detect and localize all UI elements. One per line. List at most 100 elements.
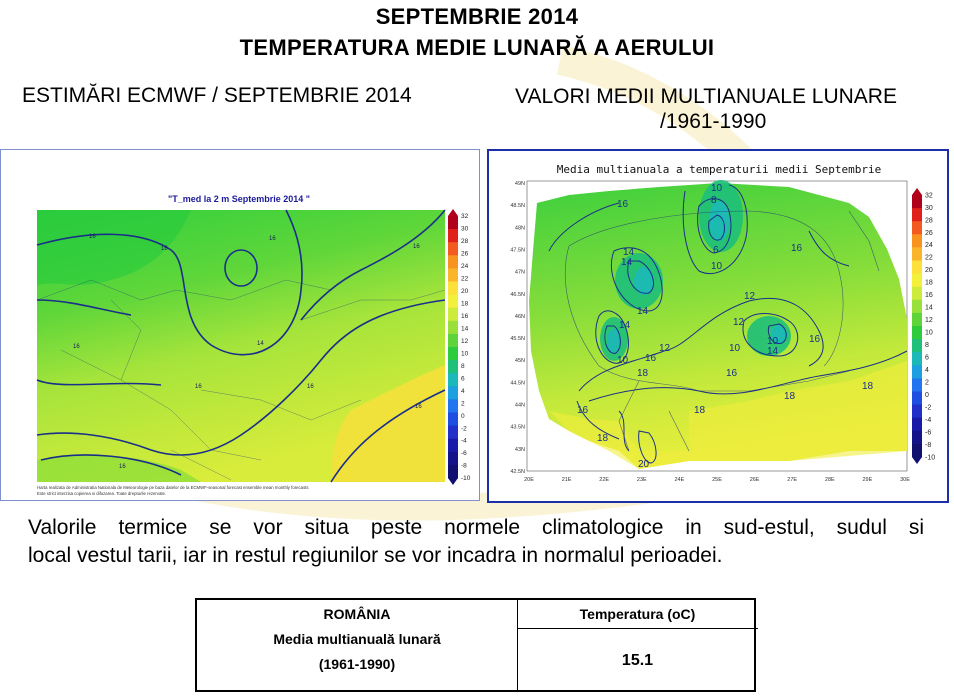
climatology-table: ROMÂNIA Media multianuală lunară (1961-1… bbox=[195, 598, 758, 692]
left-colorbar-tick: 16 bbox=[461, 313, 469, 320]
contour-label: 16 bbox=[809, 334, 821, 345]
y-tick-label: 44.5N bbox=[510, 380, 525, 386]
x-tick-label: 21E bbox=[562, 477, 572, 483]
y-tick-label: 46.5N bbox=[510, 292, 525, 298]
right-colorbar-tick: 20 bbox=[925, 267, 933, 274]
forecast-paragraph: Valorile termice se vor situa peste norm… bbox=[28, 514, 924, 570]
x-tick-label: 20E bbox=[524, 477, 534, 483]
left-colorbar-swatch bbox=[448, 412, 458, 426]
table-country: ROMÂNIA bbox=[323, 606, 391, 622]
x-tick-label: 30E bbox=[900, 477, 910, 483]
right-colorbar-tick: 22 bbox=[925, 255, 933, 262]
left-colorbar-swatch bbox=[448, 307, 458, 322]
right-colorbar-tick: 4 bbox=[925, 367, 929, 374]
left-colorbar-tick: 28 bbox=[461, 238, 469, 245]
contour-label: 20 bbox=[638, 459, 650, 470]
left-colorbar-tick: 26 bbox=[461, 251, 469, 258]
x-tick-label: 27E bbox=[787, 477, 797, 483]
y-tick-label: 47.5N bbox=[510, 247, 525, 253]
left-colorbar-swatch bbox=[448, 373, 458, 387]
table-row-label: Media multianuală lunară bbox=[273, 631, 441, 647]
contour-label: 16 bbox=[161, 246, 168, 252]
right-colorbar-swatch bbox=[912, 299, 922, 314]
right-map-caption-line1: VALORI MEDII MULTIANUALE LUNARE bbox=[515, 85, 897, 108]
right-colorbar-swatch bbox=[912, 312, 922, 327]
left-colorbar-tick: 14 bbox=[461, 325, 469, 332]
right-map-contours bbox=[548, 184, 908, 464]
contour-label: 16 bbox=[119, 464, 126, 470]
contour-label: 18 bbox=[597, 433, 609, 444]
x-tick-label: 22E bbox=[599, 477, 609, 483]
contour-label: 6 bbox=[713, 245, 719, 256]
left-colorbar-tick: 10 bbox=[461, 350, 469, 357]
contour-label: 16 bbox=[89, 234, 96, 240]
right-map-caption-line2: /1961-1990 bbox=[660, 110, 767, 133]
right-colorbar-tick: 12 bbox=[925, 317, 933, 324]
right-colorbar-tick: 16 bbox=[925, 292, 933, 299]
left-colorbar-swatch bbox=[448, 294, 458, 309]
contour-label: 10 bbox=[711, 183, 723, 194]
left-colorbar-swatch bbox=[448, 425, 458, 440]
left-colorbar-tick: 24 bbox=[461, 263, 469, 270]
ecmwf-forecast-map: "T_med la 2 m Septembrie 2014 " 16 16 1 bbox=[0, 149, 480, 501]
y-tick-label: 43.5N bbox=[510, 425, 525, 431]
x-tick-label: 24E bbox=[675, 477, 685, 483]
contour-label: 18 bbox=[694, 405, 706, 416]
right-colorbar-swatch bbox=[912, 404, 922, 419]
contour-label: 12 bbox=[659, 343, 671, 354]
contour-label: 16 bbox=[269, 236, 276, 242]
y-tick-label: 47N bbox=[515, 270, 525, 276]
x-tick-label: 28E bbox=[825, 477, 835, 483]
right-colorbar-arrow-top bbox=[912, 188, 922, 195]
left-map-title: "T_med la 2 m Septembrie 2014 " bbox=[168, 194, 310, 204]
contour-label: 10 bbox=[767, 336, 779, 347]
right-colorbar-swatch bbox=[912, 430, 922, 445]
contour-label: 10 bbox=[729, 343, 741, 354]
x-tick-label: 23E bbox=[637, 477, 647, 483]
left-colorbar-tick: -8 bbox=[461, 463, 467, 470]
right-colorbar-swatch bbox=[912, 221, 922, 235]
x-tick-label: 25E bbox=[712, 477, 722, 483]
left-colorbar-tick: 18 bbox=[461, 301, 469, 308]
right-colorbar-swatch bbox=[912, 339, 922, 353]
right-colorbar-swatch bbox=[912, 443, 922, 458]
contour-label: 18 bbox=[784, 391, 796, 402]
left-colorbar-tick: 0 bbox=[461, 413, 465, 420]
y-tick-label: 48.5N bbox=[510, 203, 525, 209]
x-tick-label: 29E bbox=[863, 477, 873, 483]
contour-label: 16 bbox=[195, 384, 202, 390]
right-colorbar-swatch bbox=[912, 286, 922, 301]
climatology-map: Media multianuala a temperaturii medii S… bbox=[487, 149, 949, 503]
page-subtitle: TEMPERATURA MEDIE LUNARĂ A AERULUI bbox=[239, 35, 715, 60]
contour-label: 16 bbox=[645, 353, 657, 364]
left-colorbar-swatch bbox=[448, 464, 458, 479]
right-colorbar-tick: 28 bbox=[925, 217, 933, 224]
y-tick-label: 42.5N bbox=[510, 469, 525, 475]
contour-label: 12 bbox=[744, 291, 756, 302]
right-colorbar-tick: 10 bbox=[925, 330, 933, 337]
right-colorbar-swatch bbox=[912, 208, 922, 222]
contour-label: 16 bbox=[73, 344, 80, 350]
right-colorbar-swatch bbox=[912, 326, 922, 340]
right-colorbar-swatch bbox=[912, 195, 922, 209]
right-colorbar-tick: 32 bbox=[925, 192, 933, 199]
y-tick-label: 49N bbox=[515, 181, 525, 187]
left-colorbar-swatch bbox=[448, 438, 458, 453]
contour-label: 10 bbox=[711, 261, 723, 272]
contour-label: 14 bbox=[767, 346, 779, 357]
right-colorbar-tick: 8 bbox=[925, 342, 929, 349]
contour-label: 8 bbox=[711, 195, 717, 206]
table-value: 15.1 bbox=[621, 652, 654, 669]
y-tick-label: 44N bbox=[515, 403, 525, 409]
right-map-contour-labels: 16 10 8 6 10 16 14 14 12 14 12 14 10 16 … bbox=[577, 183, 874, 470]
left-colorbar-tick: 2 bbox=[461, 400, 465, 407]
left-colorbar-tick: 20 bbox=[461, 288, 469, 295]
left-colorbar-tick: 12 bbox=[461, 338, 469, 345]
left-colorbar-swatch bbox=[448, 320, 458, 335]
right-colorbar-tick: 2 bbox=[925, 379, 929, 386]
left-map-footnote-1: Harta realizata de Administratia Nationa… bbox=[37, 485, 309, 490]
right-colorbar-tick: -10 bbox=[925, 454, 935, 461]
right-map-caption: VALORI MEDII MULTIANUALE LUNARE /1961-19… bbox=[515, 84, 897, 134]
contour-label: 16 bbox=[577, 405, 589, 416]
